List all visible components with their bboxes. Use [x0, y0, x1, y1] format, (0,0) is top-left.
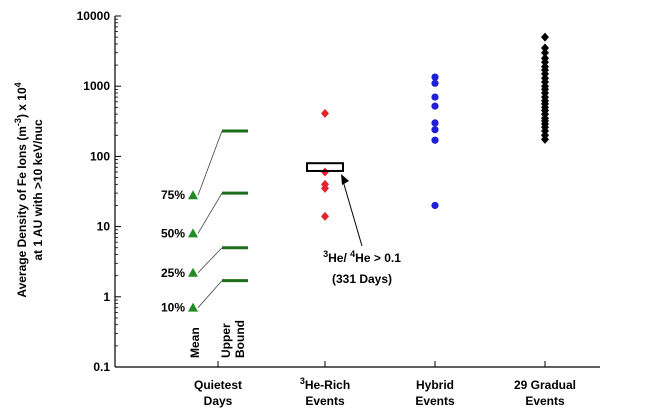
- upper-bound-label-line1: Upper: [219, 323, 233, 358]
- quiet-days-group: 75% 50% 25% 10%Mean Upper Bound: [161, 129, 248, 358]
- data-point: [431, 126, 439, 134]
- percentile-label: 10%: [161, 301, 185, 315]
- range-box: [306, 162, 344, 172]
- category-label-line1: 29 Gradual: [514, 378, 576, 392]
- percentile-label: 25%: [161, 266, 185, 280]
- category-label-line1: Hybrid: [416, 378, 454, 392]
- he-rich-box: [306, 162, 344, 172]
- category-label-line2: Events: [525, 394, 565, 408]
- category-labels: Quietest Days 3He-Rich Events Hybrid Events 29…: [194, 361, 576, 408]
- connector-line: [197, 192, 223, 234]
- data-point: [431, 119, 439, 127]
- y-tick-label: 0.1: [93, 360, 110, 374]
- annotation-arrow-head: [341, 173, 349, 185]
- data-point: [321, 211, 329, 221]
- annotation-line1: 3He/ 4He > 0.1: [323, 249, 401, 265]
- mean-marker: [188, 267, 198, 277]
- upper-bound-label-line2: Bound: [233, 320, 247, 358]
- data-point: [541, 43, 549, 53]
- category-label-text: He-Rich: [305, 378, 350, 392]
- axes: [114, 16, 600, 368]
- data-points: [321, 32, 549, 221]
- category-label-line2: Events: [415, 394, 455, 408]
- mean-marker: [188, 228, 198, 238]
- category-label-line2: Events: [305, 394, 345, 408]
- data-point: [431, 93, 439, 101]
- percentile-label: 75%: [161, 188, 185, 202]
- category-label-sup: 3: [300, 376, 305, 386]
- data-point: [541, 134, 549, 144]
- data-point: [431, 102, 439, 110]
- y-axis-label-line2: at 1 AU with >10 keV/nuc: [31, 119, 45, 261]
- data-point: [541, 48, 549, 58]
- connector-line: [197, 280, 223, 308]
- data-point: [431, 136, 439, 144]
- data-point: [541, 32, 549, 42]
- y-tick-label: 100: [90, 149, 110, 163]
- category-label-line1: 3He-Rich: [300, 376, 350, 392]
- y-tick-label: 1000: [83, 79, 110, 93]
- annotation-arrow-line: [342, 180, 363, 247]
- connector-line: [197, 247, 223, 274]
- data-point: [321, 183, 329, 193]
- y-axis-label-line1: Average Density of Fe Ions (m-3) x 104: [13, 82, 29, 297]
- data-point: [431, 73, 439, 81]
- percentile-label: 50%: [161, 226, 185, 240]
- y-tick-label: 10000: [77, 9, 111, 23]
- mean-label: Mean: [188, 327, 202, 358]
- connector-line: [197, 130, 223, 196]
- data-point: [431, 201, 439, 210]
- category-label-line1: Quietest: [194, 378, 242, 392]
- category-label-line2: Days: [204, 394, 233, 408]
- mean-marker: [188, 190, 198, 200]
- data-point: [431, 79, 439, 87]
- y-tick-label: 1: [103, 290, 110, 304]
- annotation-line2: (331 Days): [332, 272, 392, 286]
- y-tick-label: 10: [97, 220, 111, 234]
- data-point: [321, 108, 329, 118]
- y-axis-ticks: 0.1 1 10 100 1000 10000: [77, 9, 121, 374]
- mean-marker: [188, 302, 198, 312]
- y-axis-label: Average Density of Fe Ions (m-3) x 104 a…: [13, 82, 45, 297]
- annotation: 3He/ 4He > 0.1 (331 Days): [323, 173, 401, 286]
